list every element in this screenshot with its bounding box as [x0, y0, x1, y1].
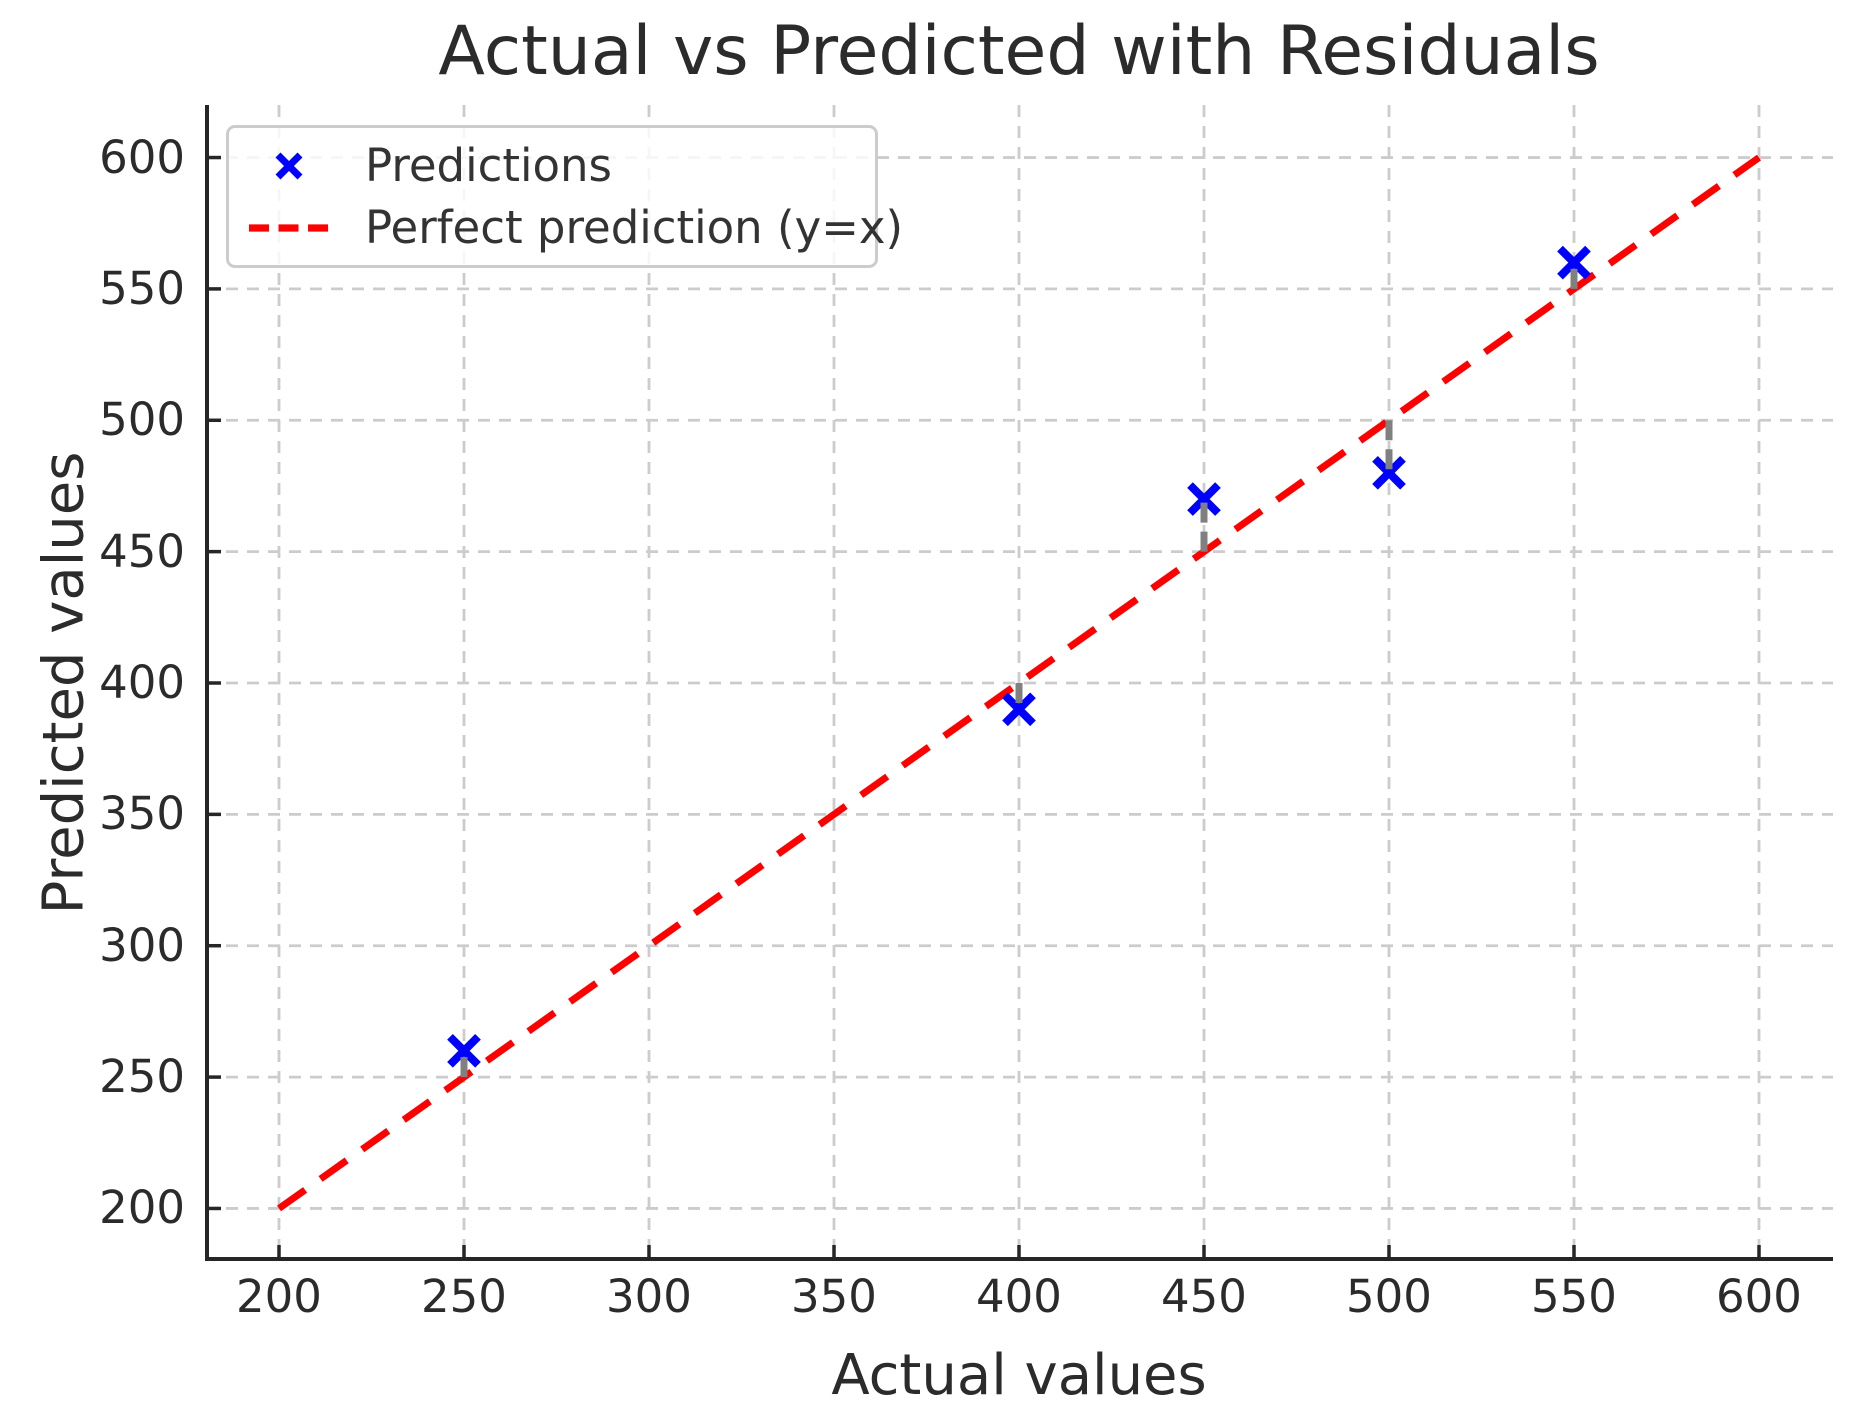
legend-label-perfect-prediction: Perfect prediction (y=x) [365, 201, 904, 254]
prediction-point [1557, 245, 1591, 280]
x-tick-label: 550 [1531, 1270, 1617, 1323]
prediction-point [1372, 455, 1406, 490]
x-tick-label: 300 [606, 1270, 692, 1323]
plot-canvas [205, 105, 1833, 1261]
x-tick-label: 450 [1161, 1270, 1247, 1323]
x-tick-label: 250 [421, 1270, 507, 1323]
plot-area: Predictions Perfect prediction (y=x) [205, 105, 1833, 1261]
y-tick-label: 400 [99, 656, 185, 709]
x-axis-label: Actual values [831, 1343, 1207, 1408]
prediction-point [447, 1033, 481, 1068]
y-tick-label: 200 [99, 1181, 185, 1235]
dashed-line-icon [249, 223, 329, 233]
x-tick-label: 400 [976, 1270, 1062, 1323]
y-tick-label: 250 [99, 1050, 185, 1104]
x-tick-label: 600 [1716, 1270, 1802, 1323]
y-axis-label: Predicted values [31, 451, 97, 915]
y-tick-label: 300 [99, 918, 185, 972]
legend-item-predictions: Predictions [229, 139, 875, 193]
prediction-point [1187, 482, 1221, 516]
y-tick-label: 550 [99, 261, 185, 315]
prediction-point [1002, 692, 1036, 727]
y-tick-label: 600 [99, 130, 185, 184]
chart-title: Actual vs Predicted with Residuals [438, 12, 1600, 91]
x-tick-label: 350 [791, 1270, 877, 1323]
x-tick-label: 200 [236, 1270, 322, 1323]
y-tick-label: 450 [99, 524, 185, 578]
legend-item-perfect-prediction: Perfect prediction (y=x) [229, 201, 903, 255]
x-tick-label: 500 [1346, 1270, 1432, 1323]
legend: Predictions Perfect prediction (y=x) [226, 125, 903, 268]
x-marker-icon [249, 151, 329, 181]
y-tick-label: 500 [99, 393, 185, 447]
legend-label-predictions: Predictions [365, 139, 612, 192]
y-tick-label: 350 [99, 787, 185, 841]
